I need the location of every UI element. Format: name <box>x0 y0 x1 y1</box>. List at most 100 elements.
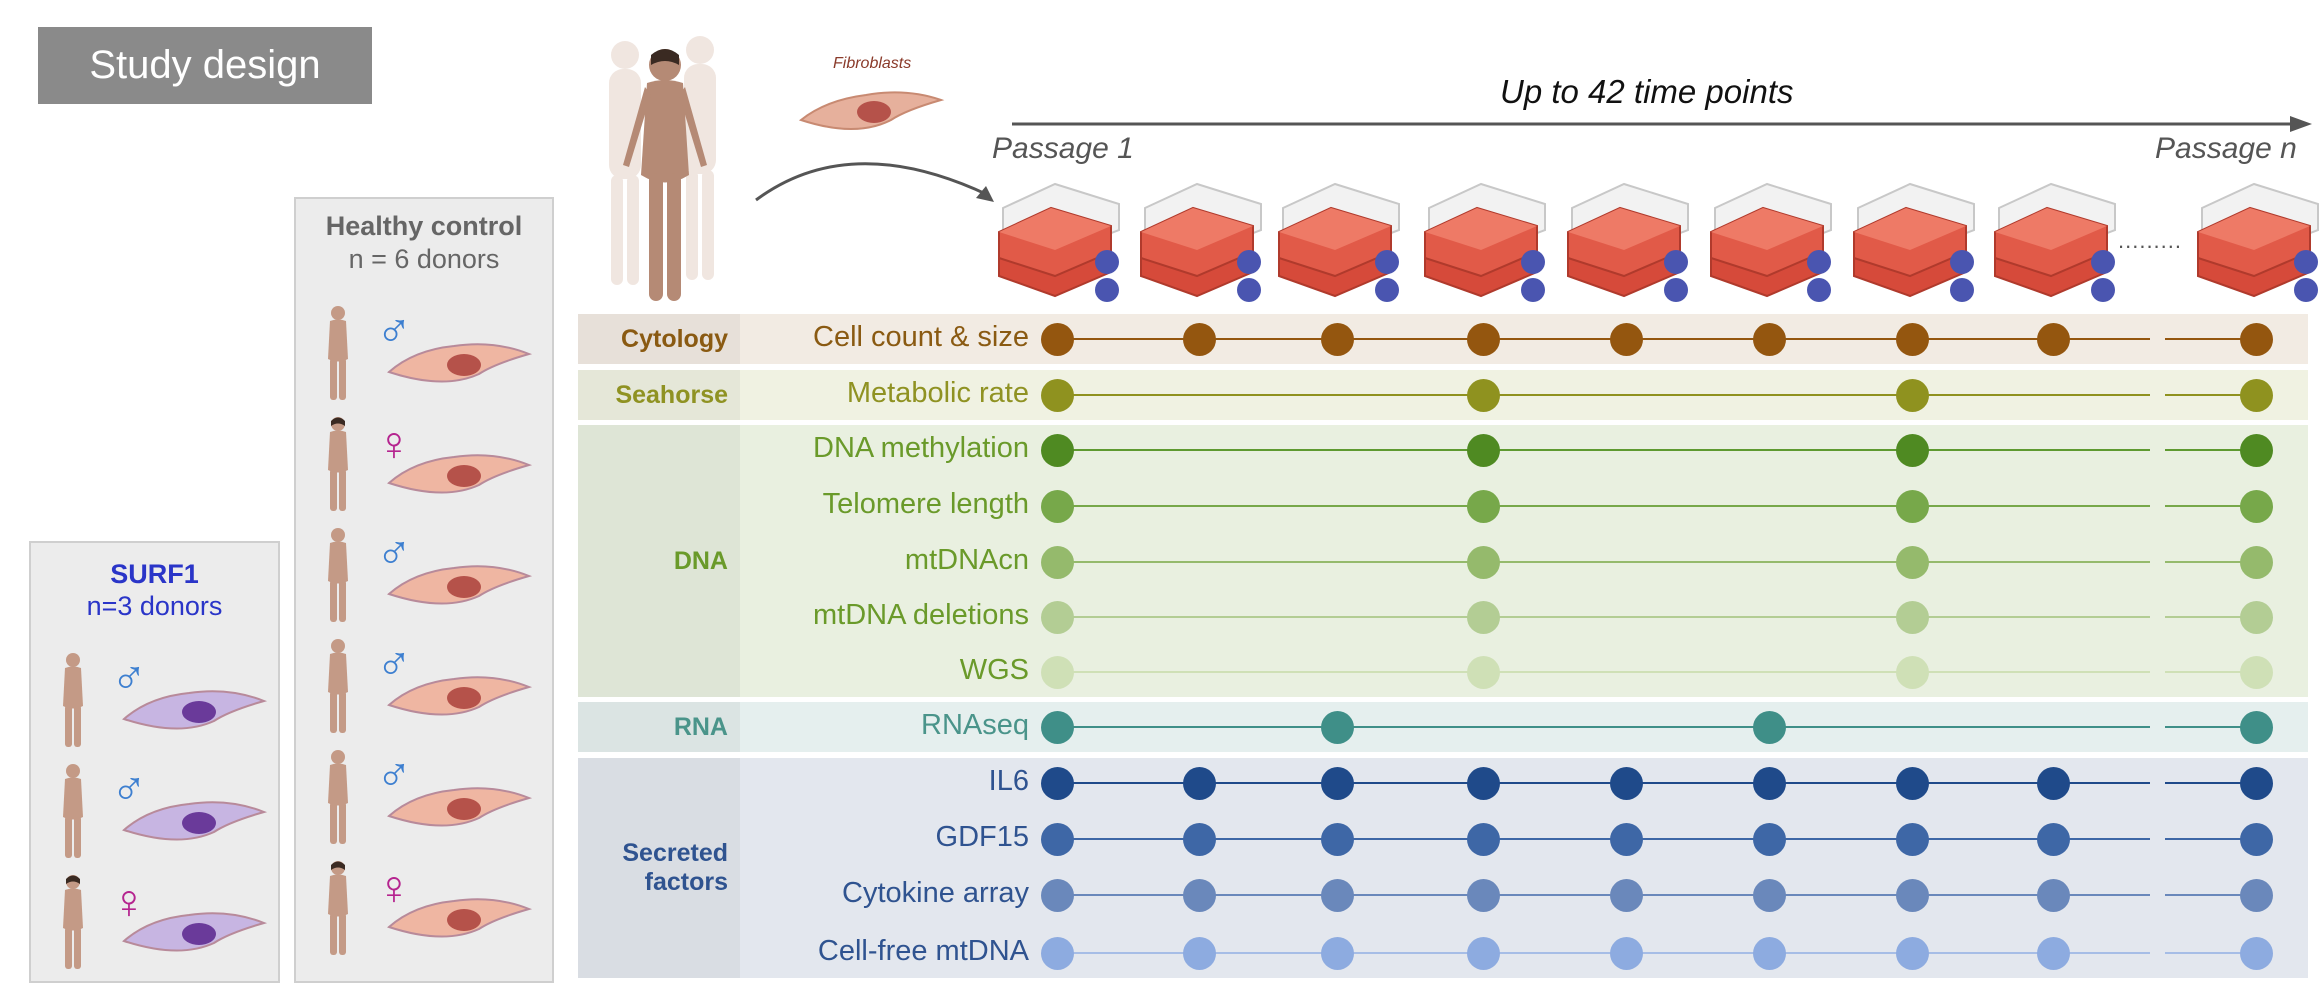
timepoint-dot <box>1041 434 1074 467</box>
measurement-label: WGS <box>959 654 1029 686</box>
female-symbol-icon: ♀ <box>111 876 147 929</box>
passage-start-label: Passage 1 <box>992 132 1134 165</box>
timepoint-dot <box>1183 823 1216 856</box>
cell-icon <box>387 898 533 938</box>
timepoint-dot <box>1467 601 1500 634</box>
healthy-control-title: Healthy control <box>325 211 523 241</box>
timepoint-dot <box>1610 937 1643 970</box>
passage-end-label: Passage n <box>2155 132 2297 165</box>
measurement-label: Cytokine array <box>842 877 1029 909</box>
timepoint-dot <box>1753 937 1786 970</box>
timepoint-dot <box>1753 767 1786 800</box>
timepoint-dot <box>2240 323 2273 356</box>
donor-figure-icon <box>63 875 83 969</box>
timepoint-dot <box>1467 823 1500 856</box>
male-symbol-icon: ♂ <box>376 636 412 689</box>
timepoint-dot <box>1896 490 1929 523</box>
timepoint-dot <box>1183 937 1216 970</box>
timepoint-dot <box>2240 711 2273 744</box>
measurement-line <box>2165 782 2256 784</box>
measurement-line <box>1057 838 2150 840</box>
timepoint-dot <box>1896 379 1929 412</box>
timepoint-dot <box>1896 879 1929 912</box>
measurement-line <box>1057 952 2150 954</box>
culture-flask-icon <box>2197 182 2319 302</box>
donor-row: ♂ <box>296 526 552 626</box>
measurement-label: Cell count & size <box>813 321 1029 353</box>
measurement-label: mtDNA deletions <box>813 599 1029 631</box>
timepoint-dot <box>1467 767 1500 800</box>
donor-figure-icon <box>328 750 348 844</box>
measurement-label: IL6 <box>988 765 1029 797</box>
fibroblast-label: Fibroblasts <box>833 55 912 72</box>
category-label: RNA <box>578 702 740 752</box>
measurement-line <box>2165 561 2256 563</box>
timepoint-dot <box>1467 379 1500 412</box>
timepoint-dot <box>1896 937 1929 970</box>
donor-figure-icon <box>328 861 348 955</box>
timepoint-dot <box>1183 879 1216 912</box>
measurement-line <box>2165 449 2256 451</box>
healthy-control-count: n = 6 donors <box>348 244 500 274</box>
timepoint-dot <box>1041 711 1074 744</box>
timepoint-dot <box>1041 490 1074 523</box>
timepoint-dot <box>1753 823 1786 856</box>
timepoint-dot <box>2240 546 2273 579</box>
timepoint-dot <box>2037 879 2070 912</box>
donor-figure-icon <box>63 653 83 747</box>
surf1-panel: SURF1 n=3 donors ♂ ♂ <box>29 541 280 983</box>
measurement-line <box>1057 616 2150 618</box>
transfer-arrow-icon <box>755 162 994 202</box>
timeline-header: Up to 42 time points <box>1500 73 1794 110</box>
cell-icon <box>387 454 533 494</box>
timepoint-dot <box>1321 823 1354 856</box>
donor-figure-icon <box>328 528 348 622</box>
donor-row: ♂ <box>296 637 552 737</box>
culture-flask-icon <box>1994 182 2116 302</box>
timepoint-dot <box>1183 767 1216 800</box>
measurement-label: Cell-free mtDNA <box>817 935 1029 967</box>
measurement-line <box>1057 394 2150 396</box>
culture-flask-icon <box>998 182 1120 302</box>
timepoint-dot <box>1467 490 1500 523</box>
timepoint-dot <box>2240 379 2273 412</box>
measurement-line <box>1057 338 2150 340</box>
timepoint-dot <box>1896 434 1929 467</box>
measurement-line <box>2165 616 2256 618</box>
measurement-line <box>1057 782 2150 784</box>
timepoint-dot <box>1610 767 1643 800</box>
timepoint-dot <box>1896 323 1929 356</box>
timepoint-dot <box>2240 879 2273 912</box>
donor-row: ♀ <box>31 873 278 973</box>
male-symbol-icon: ♂ <box>111 650 147 703</box>
cell-icon <box>387 787 533 827</box>
timepoint-dot <box>1610 879 1643 912</box>
measurement-label: RNAseq <box>921 709 1029 741</box>
culture-flask-icon <box>1424 182 1546 302</box>
female-symbol-icon: ♀ <box>376 862 412 915</box>
timepoint-dot <box>2240 490 2273 523</box>
timepoint-dot <box>1896 823 1929 856</box>
timepoint-dot <box>1041 879 1074 912</box>
timepoint-dot <box>1753 711 1786 744</box>
timepoint-dot <box>1041 656 1074 689</box>
timepoint-dot <box>1467 879 1500 912</box>
category-label: Secreted factors <box>578 758 740 978</box>
category-label: Cytology <box>578 314 740 364</box>
culture-flask-icon <box>1710 182 1832 302</box>
timepoint-dot <box>2240 767 2273 800</box>
category-band <box>578 758 2308 978</box>
donor-row: ♂ <box>31 762 278 862</box>
measurement-line <box>2165 394 2256 396</box>
culture-flask-icon <box>1567 182 1689 302</box>
male-symbol-icon: ♂ <box>111 761 147 814</box>
culture-flask-icon <box>1853 182 1975 302</box>
measurement-label: GDF15 <box>935 821 1029 853</box>
measurement-line <box>1057 449 2150 451</box>
donor-figure-icon <box>328 306 348 400</box>
measurement-line <box>1057 561 2150 563</box>
measurement-label: DNA methylation <box>813 432 1029 464</box>
timepoint-dot <box>1467 323 1500 356</box>
fibroblast-cell-icon <box>798 91 945 130</box>
timepoint-dot <box>1321 711 1354 744</box>
